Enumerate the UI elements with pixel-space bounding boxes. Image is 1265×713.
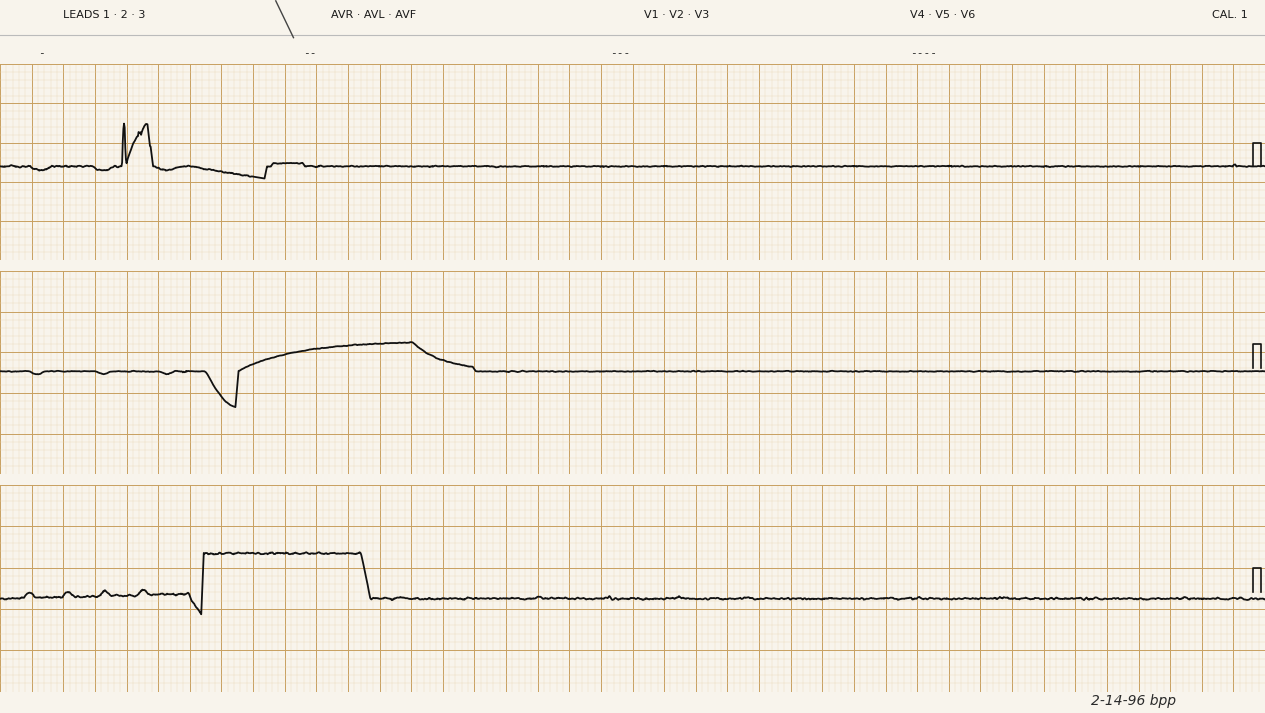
Text: --: -- xyxy=(304,48,316,58)
Text: LEADS 1 · 2 · 3: LEADS 1 · 2 · 3 xyxy=(62,10,145,20)
Text: AVR · AVL · AVF: AVR · AVL · AVF xyxy=(330,10,416,20)
Text: -: - xyxy=(38,48,46,58)
Text: ----: ---- xyxy=(910,48,937,58)
Text: V1 · V2 · V3: V1 · V2 · V3 xyxy=(644,10,710,20)
Text: 2-14-96 bpp: 2-14-96 bpp xyxy=(1092,694,1176,708)
Text: ---: --- xyxy=(610,48,630,58)
Text: CAL. 1: CAL. 1 xyxy=(1212,10,1247,20)
Text: V4 · V5 · V6: V4 · V5 · V6 xyxy=(910,10,975,20)
